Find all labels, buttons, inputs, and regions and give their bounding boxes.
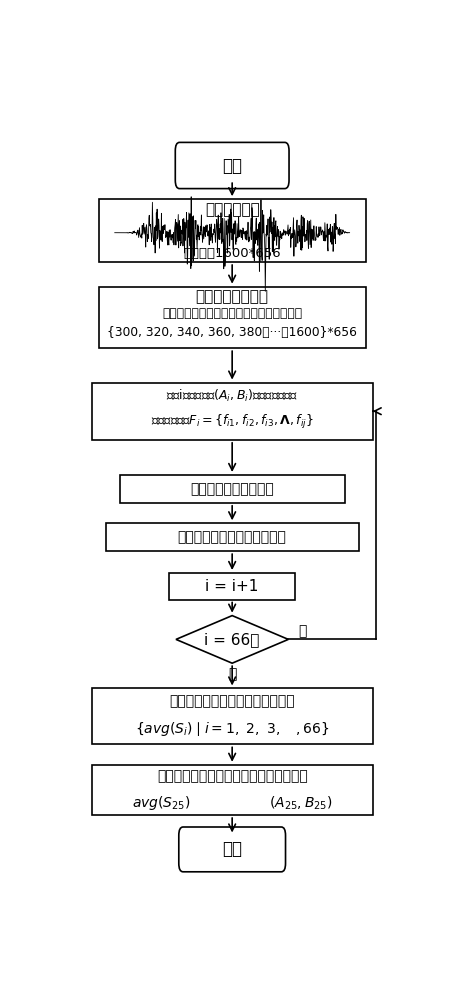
Text: 是: 是 [228, 667, 236, 681]
Text: 求取序列最大值及最大值对应的窗口大小: 求取序列最大值及最大值对应的窗口大小 [157, 769, 308, 783]
Bar [92, 688, 372, 744]
Bar [99, 199, 366, 262]
Text: {300, 320, 340, 360, 380，···，1600}*656: {300, 320, 340, 360, 380，···，1600}*656 [107, 326, 357, 339]
Text: 用第i个预设窗口$(A_i, B_i)$截取标准图像得: 用第i个预设窗口$(A_i, B_i)$截取标准图像得 [166, 388, 299, 404]
Text: 根据原始信号图的像素预设截取窗口大小：: 根据原始信号图的像素预设截取窗口大小： [162, 307, 302, 320]
Bar [99, 287, 366, 348]
Bar [92, 765, 372, 815]
Text: 预设系列截取窗口: 预设系列截取窗口 [196, 289, 269, 304]
Text: 标准像素1600*656: 标准像素1600*656 [183, 247, 281, 260]
FancyBboxPatch shape [179, 827, 285, 872]
Text: 原始信号图像: 原始信号图像 [205, 202, 260, 217]
Polygon shape [176, 616, 288, 663]
Text: 开始: 开始 [222, 156, 242, 174]
Text: 到一系列子图$F_i = \{f_{i1}, f_{i2}, f_{i3}, \mathbf{\Lambda}, f_{ij}\}$: 到一系列子图$F_i = \{f_{i1}, f_{i2}, f_{i3}, \… [151, 413, 313, 431]
FancyBboxPatch shape [175, 142, 289, 189]
Text: 否: 否 [298, 624, 307, 638]
Bar [169, 573, 295, 599]
Text: 得到所有窗口的相似度平均值序列: 得到所有窗口的相似度平均值序列 [169, 694, 295, 708]
Bar [120, 475, 345, 503]
Text: $\{avg(S_i)\mid i=1,\ 2,\ 3,\quad ,66\}$: $\{avg(S_i)\mid i=1,\ 2,\ 3,\quad ,66\}$ [135, 720, 329, 738]
Text: 计算所有子图相似度的平均值: 计算所有子图相似度的平均值 [178, 530, 287, 544]
Text: $avg(S_{25})$                  $(A_{25},B_{25})$: $avg(S_{25})$ $(A_{25},B_{25})$ [132, 794, 333, 812]
Text: i = 66？: i = 66？ [204, 632, 260, 647]
Bar [106, 523, 358, 551]
Text: 结束: 结束 [222, 840, 242, 858]
Bar [92, 383, 372, 440]
Text: 计算子图之间的相似度: 计算子图之间的相似度 [190, 482, 274, 496]
Text: i = i+1: i = i+1 [206, 579, 259, 594]
